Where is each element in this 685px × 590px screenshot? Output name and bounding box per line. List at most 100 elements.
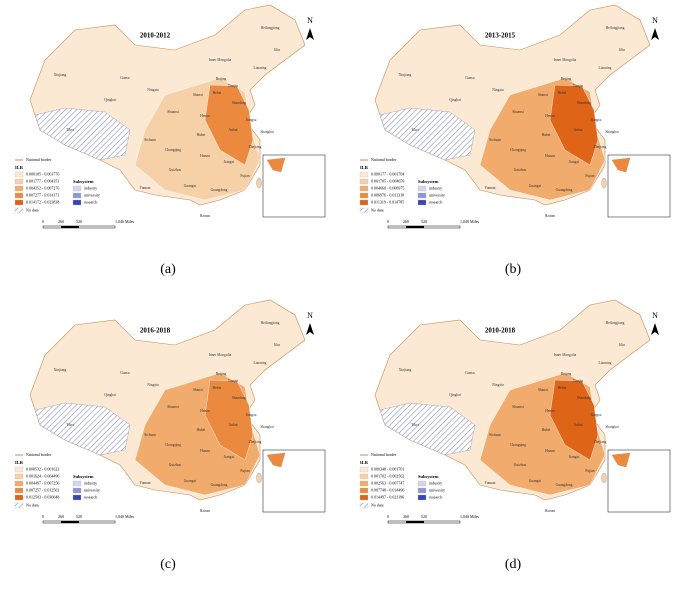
legend-swatch [359,207,369,214]
legend-text: 0.014172 - 0.023838 [26,199,59,204]
no-data-region [379,402,476,456]
scale-label: 260 [58,219,64,224]
legend-heading: Subsystem [73,474,94,479]
province-label: Xinjiang [399,73,412,77]
inset-land [266,157,286,173]
province-label: Shanghai [605,425,618,429]
province-label: Anhui [229,128,238,132]
province-label: Shandong [232,396,247,400]
province-label: Tibet [411,423,418,427]
north-label: N [652,311,658,320]
province-label: Guangxi [529,479,541,483]
legend-text: 0.014497 - 0.021196 [371,494,404,499]
province-label: Inner Mongolia [554,58,577,62]
scale-bar-fill [406,521,424,523]
province-label: Shaanxi [167,405,179,409]
scale-label: 1,040 Miles [115,514,135,520]
legend-text: university [84,487,100,492]
province-label: Jiangxi [224,160,234,164]
province-label: Yunnan [140,481,151,485]
scale-label: 0 [387,219,389,224]
province-label: Shanxi [193,388,203,392]
province-label: Heilongjiang [606,26,625,30]
province-label: Chongqing [165,443,181,447]
province-label: Jilin [274,343,280,347]
province-label: Jiangxi [569,455,579,459]
north-label: N [652,16,658,25]
province-label: Yunnan [485,186,496,190]
province-label: Shandong [232,101,247,105]
legend-heading: Subsystem [418,474,439,479]
province-label: Heilongjiang [261,321,280,325]
map-panel: 2013-2015 N Heilongjiang Jilin Liaoning Inner… [359,4,671,277]
scale-label: 520 [421,514,427,519]
province-label: Guizhou [169,168,182,172]
legend-text: 0.001702 - 0.002562 [371,473,404,478]
province-label: Guangdong [211,188,228,192]
legend-swatch [359,473,369,480]
scale-label: 1,040 Miles [115,219,135,225]
province-label: Ningxia [492,88,504,92]
map-title: 2010-2018 [485,327,516,335]
province-label: Shandong [577,101,592,105]
panel-label: (d) [505,557,522,572]
legend-text: 0.011319 - 0.014785 [371,199,404,204]
province-label: Shanghai [605,130,618,134]
province-label: Heilongjiang [261,26,280,30]
province-label: Fujian [240,174,249,178]
legend-swatch [14,178,24,185]
legend-text: 0.001705 - 0.004659 [371,178,404,183]
province-label: Guangdong [556,188,573,192]
legend-swatch [14,171,24,178]
province-label: Gansu [465,76,474,80]
legend-text: 0.007277 - 0.014171 [26,192,59,197]
legend-text: research [429,494,442,499]
legend-swatch [14,466,24,473]
legend-swatch [14,185,24,192]
province-label: Hainan [545,214,556,218]
province-label: Guangxi [184,479,196,483]
scale-label: 0 [387,514,389,519]
scale-label: 260 [403,219,409,224]
province-label: Shanxi [538,93,548,97]
scale-bar-fill [406,226,424,228]
province-label: Tianjin [228,84,238,88]
province-label: Sichuan [489,433,501,437]
province-label: Henan [200,409,210,413]
province-label: Shaanxi [512,110,524,114]
legend-text: National border [371,157,397,162]
legend-text: research [84,199,97,204]
province-label: Fujian [585,174,594,178]
province-label: Hunan [545,449,555,453]
legend-swatch [359,502,369,509]
province-label: Yunnan [140,186,151,190]
legend-swatch [14,207,24,214]
province-label: Jiangxi [569,160,579,164]
scale-bar-fill [61,226,79,228]
legend-text: 0.004352 - 0.007276 [26,185,59,190]
province-label: Tianjin [573,84,583,88]
no-data-region [34,402,131,456]
province-label: Jiangsu [246,413,257,417]
province-label: Hainan [200,214,211,218]
legend-text: National border [26,157,52,162]
province-label: Shandong [577,396,592,400]
province-label: Qinghai [104,98,116,102]
province-label: Hebei [558,386,567,390]
province-label: Fujian [240,469,249,473]
legend-swatch [417,494,427,501]
legend-text: industry [429,480,442,485]
province-label: Guangdong [211,483,228,487]
map-panel: 2010-2018 N Heilongjiang Jilin Liaoning Inner… [359,299,671,572]
province-label: Yunnan [485,481,496,485]
province-label: Liaoning [254,66,267,70]
province-label: Hubei [197,133,206,137]
province-label: Gansu [120,371,129,375]
province-label: Liaoning [254,361,267,365]
north-arrow [306,28,314,40]
legend-text: No data [371,207,384,212]
province-label: Ningxia [492,383,504,387]
legend-swatch [359,494,369,501]
province-label: Hainan [545,509,556,513]
legend-text: university [429,192,445,197]
